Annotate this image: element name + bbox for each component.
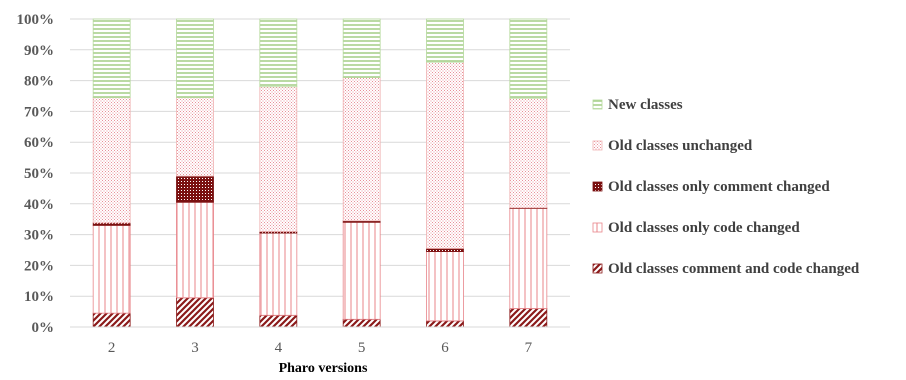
y-axis: 0% 10% 20% 30% 40% 50% 60% 70% 80% 90% 100%	[17, 12, 55, 336]
legend-item: New classes	[592, 97, 683, 113]
bar-segment	[259, 314, 298, 328]
bar-segment	[176, 201, 214, 299]
legend-swatch	[592, 99, 603, 110]
bar-segment	[509, 308, 548, 328]
bar-segment	[92, 224, 131, 314]
bar-segment	[342, 221, 381, 320]
legend: New classes Old classes unchanged Old clas…	[592, 97, 860, 277]
x-tick-label: 7	[525, 340, 533, 356]
legend-item: Old classes only comment changed	[592, 179, 830, 195]
bar-segment	[176, 18, 214, 98]
bar-segment	[426, 251, 464, 322]
legend-item: Old classes unchanged	[592, 138, 753, 154]
y-tick-label: 10%	[24, 289, 54, 305]
legend-item: Old classes only code changed	[592, 220, 800, 236]
x-tick-label: 4	[275, 340, 283, 356]
y-tick-label: 0%	[32, 320, 55, 336]
y-tick-label: 90%	[24, 43, 54, 59]
bar-segment	[426, 61, 464, 249]
legend-swatch	[592, 263, 603, 274]
bar-segment	[92, 312, 131, 328]
legend-label: Old classes only comment changed	[608, 179, 830, 195]
y-tick-label: 100%	[17, 12, 55, 28]
bar-segment	[426, 248, 464, 252]
y-tick-label: 60%	[24, 135, 54, 151]
legend-label: Old classes only code changed	[608, 220, 800, 236]
bar-segment	[92, 97, 131, 224]
x-tick-label: 6	[441, 340, 449, 356]
bar-segment	[426, 320, 464, 328]
bar-segment	[176, 297, 214, 328]
legend-swatch	[592, 222, 603, 233]
bar-segment	[259, 18, 298, 88]
y-tick-label: 20%	[24, 258, 54, 274]
legend-item: Old classes comment and code changed	[592, 261, 860, 277]
bar-segment	[92, 18, 131, 98]
x-tick-label: 2	[108, 340, 116, 356]
legend-label: New classes	[608, 97, 683, 113]
bar-segment	[176, 175, 214, 203]
x-tick-label: 3	[191, 340, 199, 356]
bar-segment	[342, 18, 381, 78]
bar-segment	[426, 18, 464, 63]
legend-label: Old classes unchanged	[608, 138, 753, 154]
legend-swatch	[592, 181, 603, 192]
bar-segment	[342, 77, 381, 222]
y-tick-label: 50%	[24, 166, 54, 182]
bar-segment	[259, 86, 298, 232]
y-tick-label: 30%	[24, 228, 54, 244]
y-tick-label: 80%	[24, 74, 54, 90]
bar-segment	[509, 208, 548, 309]
legend-swatch	[592, 140, 603, 151]
x-tick-label: 5	[358, 340, 366, 356]
x-axis-title: Pharo versions	[279, 361, 368, 376]
legend-label: Old classes comment and code changed	[608, 261, 860, 277]
bars	[92, 18, 548, 328]
bar-segment	[342, 318, 381, 328]
bar-segment	[509, 97, 548, 209]
bar-segment	[176, 97, 214, 177]
bar-segment	[259, 232, 298, 316]
gridlines	[70, 18, 570, 297]
x-axis: 2 3 4 5 6 7	[108, 340, 533, 356]
bar-segment	[509, 18, 548, 99]
y-tick-label: 70%	[24, 104, 54, 120]
y-tick-label: 40%	[24, 197, 54, 213]
